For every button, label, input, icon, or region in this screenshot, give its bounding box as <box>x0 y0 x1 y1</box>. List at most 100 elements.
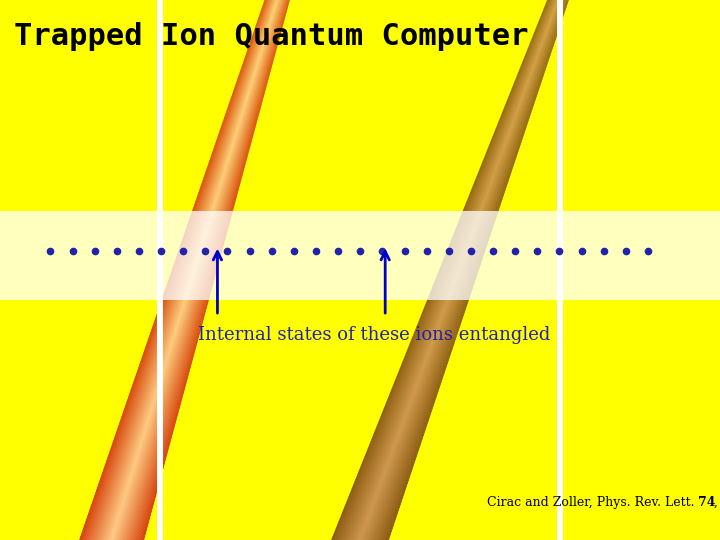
Polygon shape <box>162 450 166 459</box>
Polygon shape <box>487 189 491 198</box>
Polygon shape <box>451 270 456 279</box>
Polygon shape <box>219 189 222 198</box>
Polygon shape <box>234 135 237 144</box>
Polygon shape <box>253 45 256 54</box>
Polygon shape <box>490 207 494 216</box>
Polygon shape <box>482 207 486 216</box>
Polygon shape <box>387 522 391 531</box>
Polygon shape <box>140 504 143 513</box>
Polygon shape <box>531 90 534 99</box>
Polygon shape <box>361 513 365 522</box>
Polygon shape <box>403 360 408 369</box>
Polygon shape <box>235 81 238 90</box>
Polygon shape <box>544 27 547 36</box>
Polygon shape <box>490 171 494 180</box>
Polygon shape <box>261 63 264 72</box>
Polygon shape <box>156 468 160 477</box>
Polygon shape <box>391 468 395 477</box>
Polygon shape <box>254 90 257 99</box>
Polygon shape <box>228 144 232 153</box>
Polygon shape <box>477 225 480 234</box>
Polygon shape <box>142 450 145 459</box>
Polygon shape <box>541 54 545 63</box>
Polygon shape <box>436 279 441 288</box>
Polygon shape <box>459 306 462 315</box>
Polygon shape <box>415 333 420 342</box>
Polygon shape <box>467 207 471 216</box>
Polygon shape <box>166 333 169 342</box>
Polygon shape <box>548 9 552 18</box>
Polygon shape <box>165 351 168 360</box>
Polygon shape <box>230 189 233 198</box>
Polygon shape <box>550 36 554 45</box>
Polygon shape <box>426 306 430 315</box>
Polygon shape <box>207 162 211 171</box>
Polygon shape <box>491 189 495 198</box>
Polygon shape <box>204 180 207 189</box>
Polygon shape <box>224 216 227 225</box>
Polygon shape <box>531 36 534 45</box>
Polygon shape <box>510 90 515 99</box>
Polygon shape <box>372 432 377 441</box>
Polygon shape <box>225 135 228 144</box>
Polygon shape <box>146 495 149 504</box>
Polygon shape <box>544 9 549 18</box>
Polygon shape <box>406 360 410 369</box>
Polygon shape <box>149 441 153 450</box>
Polygon shape <box>451 243 456 252</box>
Polygon shape <box>456 234 461 243</box>
Polygon shape <box>480 180 484 189</box>
Polygon shape <box>532 45 536 54</box>
Polygon shape <box>382 522 387 531</box>
Polygon shape <box>264 9 267 18</box>
Polygon shape <box>229 117 233 126</box>
Polygon shape <box>496 171 500 180</box>
Polygon shape <box>514 117 518 126</box>
Polygon shape <box>462 270 466 279</box>
Polygon shape <box>472 279 474 288</box>
Polygon shape <box>402 396 407 405</box>
Polygon shape <box>447 342 451 351</box>
Polygon shape <box>155 459 158 468</box>
Polygon shape <box>241 144 244 153</box>
Polygon shape <box>354 495 357 504</box>
Polygon shape <box>196 207 199 216</box>
Polygon shape <box>159 306 163 315</box>
Polygon shape <box>539 18 543 27</box>
Polygon shape <box>251 99 253 108</box>
Polygon shape <box>413 441 418 450</box>
Polygon shape <box>429 351 433 360</box>
Polygon shape <box>166 288 169 297</box>
Polygon shape <box>546 27 550 36</box>
Polygon shape <box>163 405 166 414</box>
Polygon shape <box>119 459 122 468</box>
Polygon shape <box>240 90 243 99</box>
Polygon shape <box>184 243 188 252</box>
Polygon shape <box>508 135 511 144</box>
Polygon shape <box>423 351 426 360</box>
Polygon shape <box>361 522 364 531</box>
Polygon shape <box>214 252 217 261</box>
Polygon shape <box>402 432 407 441</box>
Polygon shape <box>520 81 523 90</box>
Polygon shape <box>375 495 379 504</box>
Polygon shape <box>402 468 406 477</box>
Polygon shape <box>238 117 241 126</box>
Polygon shape <box>526 81 530 90</box>
Polygon shape <box>474 207 477 216</box>
Polygon shape <box>239 108 242 117</box>
Polygon shape <box>258 81 261 90</box>
Polygon shape <box>485 225 489 234</box>
Polygon shape <box>209 216 212 225</box>
Polygon shape <box>216 189 220 198</box>
Polygon shape <box>438 378 442 387</box>
Polygon shape <box>515 99 518 108</box>
Polygon shape <box>158 306 161 315</box>
Polygon shape <box>245 135 248 144</box>
Polygon shape <box>119 495 122 504</box>
Polygon shape <box>138 486 141 495</box>
Polygon shape <box>184 297 186 306</box>
Polygon shape <box>459 261 463 270</box>
Polygon shape <box>269 9 271 18</box>
Polygon shape <box>156 342 160 351</box>
